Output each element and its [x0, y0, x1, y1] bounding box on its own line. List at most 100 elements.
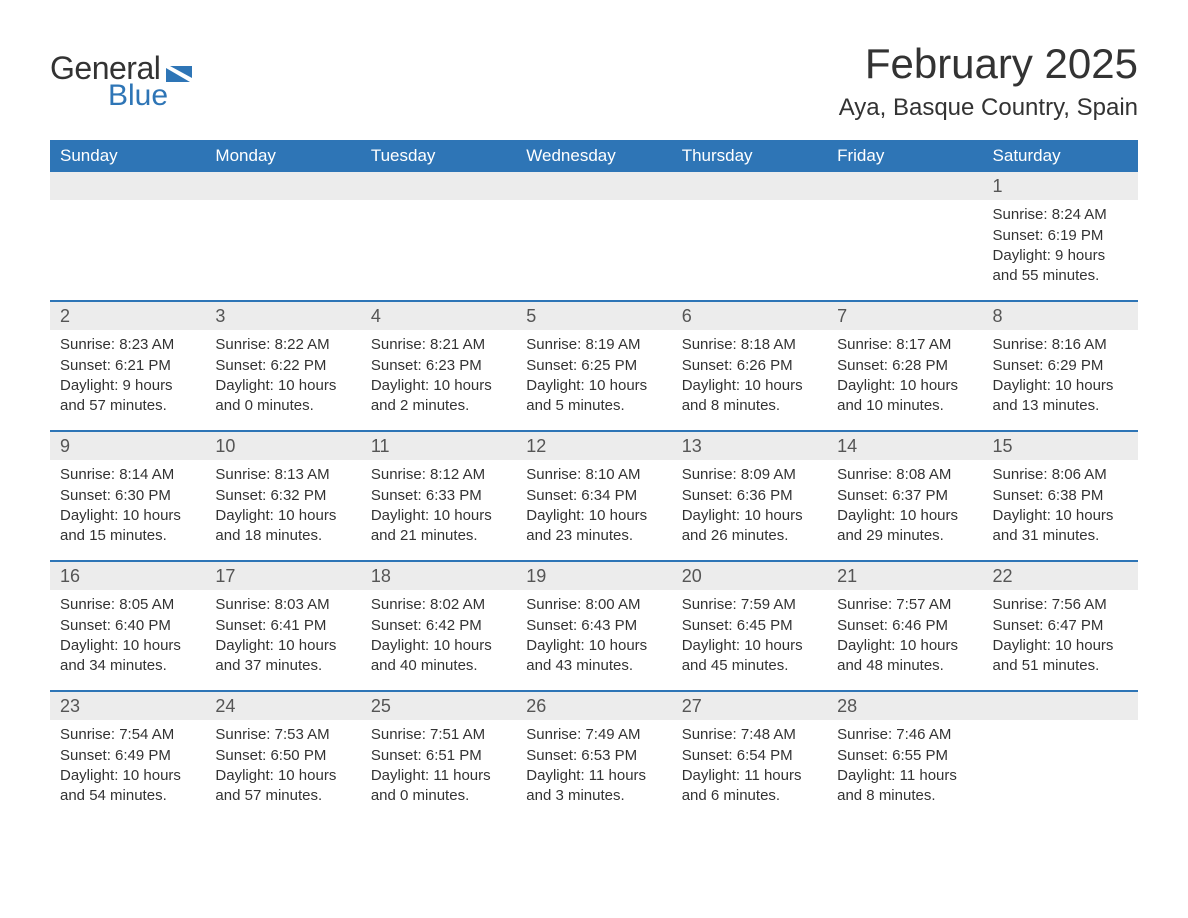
daylight-text: Daylight: 10 hours and 0 minutes.: [215, 376, 350, 415]
day-content-cell: Sunrise: 8:16 AMSunset: 6:29 PMDaylight:…: [983, 330, 1138, 431]
day-details: Sunrise: 8:02 AMSunset: 6:42 PMDaylight:…: [361, 590, 516, 675]
sunset-text: Sunset: 6:29 PM: [993, 356, 1128, 376]
day-content-cell: Sunrise: 8:05 AMSunset: 6:40 PMDaylight:…: [50, 590, 205, 691]
day-number-cell: 28: [827, 691, 982, 720]
daylight-text: Daylight: 11 hours and 6 minutes.: [682, 766, 817, 805]
daylight-text: Daylight: 10 hours and 40 minutes.: [371, 636, 506, 675]
day-content-row: Sunrise: 8:05 AMSunset: 6:40 PMDaylight:…: [50, 590, 1138, 691]
daylight-text: Daylight: 10 hours and 23 minutes.: [526, 506, 661, 545]
sunset-text: Sunset: 6:33 PM: [371, 486, 506, 506]
day-number-cell: 9: [50, 431, 205, 460]
sunset-text: Sunset: 6:45 PM: [682, 616, 817, 636]
daylight-text: Daylight: 10 hours and 2 minutes.: [371, 376, 506, 415]
daylight-text: Daylight: 10 hours and 8 minutes.: [682, 376, 817, 415]
calendar-table: SundayMondayTuesdayWednesdayThursdayFrid…: [50, 140, 1138, 820]
day-number-cell: [205, 172, 360, 200]
sunset-text: Sunset: 6:47 PM: [993, 616, 1128, 636]
sunrise-text: Sunrise: 7:54 AM: [60, 725, 195, 745]
sunset-text: Sunset: 6:32 PM: [215, 486, 350, 506]
day-number-cell: [50, 172, 205, 200]
day-content-cell: Sunrise: 8:03 AMSunset: 6:41 PMDaylight:…: [205, 590, 360, 691]
sunrise-text: Sunrise: 7:49 AM: [526, 725, 661, 745]
day-content-cell: Sunrise: 8:06 AMSunset: 6:38 PMDaylight:…: [983, 460, 1138, 561]
day-details: Sunrise: 8:06 AMSunset: 6:38 PMDaylight:…: [983, 460, 1138, 545]
sunset-text: Sunset: 6:19 PM: [993, 226, 1128, 246]
weekday-row: SundayMondayTuesdayWednesdayThursdayFrid…: [50, 140, 1138, 172]
day-details: Sunrise: 8:00 AMSunset: 6:43 PMDaylight:…: [516, 590, 671, 675]
day-number-cell: 22: [983, 561, 1138, 590]
sunrise-text: Sunrise: 8:05 AM: [60, 595, 195, 615]
weekday-header: Sunday: [50, 140, 205, 172]
day-number-cell: 20: [672, 561, 827, 590]
day-number-cell: 8: [983, 301, 1138, 330]
day-details: Sunrise: 8:05 AMSunset: 6:40 PMDaylight:…: [50, 590, 205, 675]
day-content-cell: Sunrise: 8:09 AMSunset: 6:36 PMDaylight:…: [672, 460, 827, 561]
day-content-cell: Sunrise: 8:21 AMSunset: 6:23 PMDaylight:…: [361, 330, 516, 431]
day-details: Sunrise: 8:17 AMSunset: 6:28 PMDaylight:…: [827, 330, 982, 415]
sunset-text: Sunset: 6:54 PM: [682, 746, 817, 766]
daylight-text: Daylight: 10 hours and 34 minutes.: [60, 636, 195, 675]
daylight-text: Daylight: 10 hours and 51 minutes.: [993, 636, 1128, 675]
day-content-cell: Sunrise: 7:51 AMSunset: 6:51 PMDaylight:…: [361, 720, 516, 820]
daylight-text: Daylight: 10 hours and 18 minutes.: [215, 506, 350, 545]
day-number-cell: [983, 691, 1138, 720]
sunset-text: Sunset: 6:37 PM: [837, 486, 972, 506]
day-content-cell: Sunrise: 8:08 AMSunset: 6:37 PMDaylight:…: [827, 460, 982, 561]
day-number-cell: 18: [361, 561, 516, 590]
day-details: Sunrise: 8:12 AMSunset: 6:33 PMDaylight:…: [361, 460, 516, 545]
daylight-text: Daylight: 10 hours and 10 minutes.: [837, 376, 972, 415]
day-number-cell: 3: [205, 301, 360, 330]
day-content-cell: Sunrise: 7:49 AMSunset: 6:53 PMDaylight:…: [516, 720, 671, 820]
sunrise-text: Sunrise: 7:48 AM: [682, 725, 817, 745]
calendar-head: SundayMondayTuesdayWednesdayThursdayFrid…: [50, 140, 1138, 172]
sunrise-text: Sunrise: 8:10 AM: [526, 465, 661, 485]
sunrise-text: Sunrise: 7:57 AM: [837, 595, 972, 615]
day-number-cell: 13: [672, 431, 827, 460]
day-details: Sunrise: 8:13 AMSunset: 6:32 PMDaylight:…: [205, 460, 360, 545]
day-content-cell: Sunrise: 8:17 AMSunset: 6:28 PMDaylight:…: [827, 330, 982, 431]
day-number-cell: 7: [827, 301, 982, 330]
sunrise-text: Sunrise: 7:51 AM: [371, 725, 506, 745]
day-details: Sunrise: 8:24 AMSunset: 6:19 PMDaylight:…: [983, 200, 1138, 285]
day-content-row: Sunrise: 7:54 AMSunset: 6:49 PM Daylight:…: [50, 720, 1138, 820]
day-details: Sunrise: 7:49 AMSunset: 6:53 PMDaylight:…: [516, 720, 671, 805]
sunset-text: Sunset: 6:41 PM: [215, 616, 350, 636]
daylight-text: Daylight: 10 hours and 45 minutes.: [682, 636, 817, 675]
weekday-header: Thursday: [672, 140, 827, 172]
sunrise-text: Sunrise: 8:17 AM: [837, 335, 972, 355]
calendar-body: 1Sunrise: 8:24 AMSunset: 6:19 PMDaylight…: [50, 172, 1138, 820]
day-content-cell: Sunrise: 8:22 AMSunset: 6:22 PMDaylight:…: [205, 330, 360, 431]
day-number-cell: 4: [361, 301, 516, 330]
day-details: Sunrise: 7:51 AMSunset: 6:51 PMDaylight:…: [361, 720, 516, 805]
sunrise-text: Sunrise: 8:19 AM: [526, 335, 661, 355]
sunrise-text: Sunrise: 8:09 AM: [682, 465, 817, 485]
daylight-text: Daylight: 10 hours and 31 minutes.: [993, 506, 1128, 545]
day-content-cell: [361, 200, 516, 301]
sunset-text: Sunset: 6:53 PM: [526, 746, 661, 766]
sunset-text: Sunset: 6:34 PM: [526, 486, 661, 506]
day-number-cell: 11: [361, 431, 516, 460]
sunset-text: Sunset: 6:28 PM: [837, 356, 972, 376]
sunset-text: Sunset: 6:55 PM: [837, 746, 972, 766]
day-details: Sunrise: 7:56 AMSunset: 6:47 PMDaylight:…: [983, 590, 1138, 675]
day-content-row: Sunrise: 8:14 AMSunset: 6:30 PMDaylight:…: [50, 460, 1138, 561]
day-number-cell: 10: [205, 431, 360, 460]
day-details: Sunrise: 8:08 AMSunset: 6:37 PMDaylight:…: [827, 460, 982, 545]
day-number-cell: 24: [205, 691, 360, 720]
day-content-cell: Sunrise: 8:12 AMSunset: 6:33 PMDaylight:…: [361, 460, 516, 561]
sunrise-text: Sunrise: 8:16 AM: [993, 335, 1128, 355]
title-block: February 2025 Aya, Basque Country, Spain: [839, 40, 1138, 122]
sunset-text: Sunset: 6:49 PM: [60, 746, 195, 766]
sunset-text: Sunset: 6:23 PM: [371, 356, 506, 376]
day-details: Sunrise: 8:16 AMSunset: 6:29 PMDaylight:…: [983, 330, 1138, 415]
day-number-cell: 14: [827, 431, 982, 460]
sunset-text: Sunset: 6:26 PM: [682, 356, 817, 376]
sunset-text: Sunset: 6:42 PM: [371, 616, 506, 636]
sunset-text: Sunset: 6:40 PM: [60, 616, 195, 636]
day-number-cell: 15: [983, 431, 1138, 460]
sunrise-text: Sunrise: 8:02 AM: [371, 595, 506, 615]
day-number-cell: 27: [672, 691, 827, 720]
day-number-cell: 5: [516, 301, 671, 330]
daylight-text: Daylight: 10 hours and 5 minutes.: [526, 376, 661, 415]
day-number-row: 2345678: [50, 301, 1138, 330]
